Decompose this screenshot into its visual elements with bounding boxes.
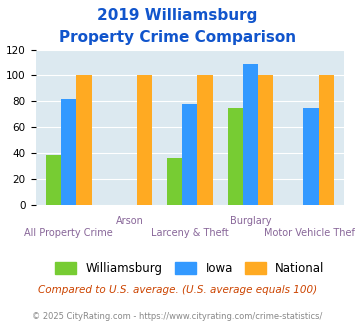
Bar — [46, 155, 61, 205]
Text: Motor Vehicle Theft: Motor Vehicle Theft — [264, 228, 355, 238]
Text: 2019 Williamsburg: 2019 Williamsburg — [97, 8, 258, 23]
Legend: Williamsburg, Iowa, National: Williamsburg, Iowa, National — [50, 257, 329, 280]
Bar — [197, 75, 213, 205]
Text: © 2025 CityRating.com - https://www.cityrating.com/crime-statistics/: © 2025 CityRating.com - https://www.city… — [32, 312, 323, 321]
Bar — [137, 75, 152, 205]
Bar — [319, 75, 334, 205]
Bar — [61, 99, 76, 205]
Bar — [167, 158, 182, 205]
Bar — [243, 64, 258, 205]
Text: Property Crime Comparison: Property Crime Comparison — [59, 30, 296, 45]
Bar — [76, 75, 92, 205]
Text: Burglary: Burglary — [230, 216, 271, 226]
Bar — [258, 75, 273, 205]
Text: Arson: Arson — [115, 216, 143, 226]
Text: Larceny & Theft: Larceny & Theft — [151, 228, 229, 238]
Text: Compared to U.S. average. (U.S. average equals 100): Compared to U.S. average. (U.S. average … — [38, 285, 317, 295]
Text: All Property Crime: All Property Crime — [24, 228, 113, 238]
Bar — [304, 108, 319, 205]
Bar — [182, 104, 197, 205]
Bar — [228, 108, 243, 205]
